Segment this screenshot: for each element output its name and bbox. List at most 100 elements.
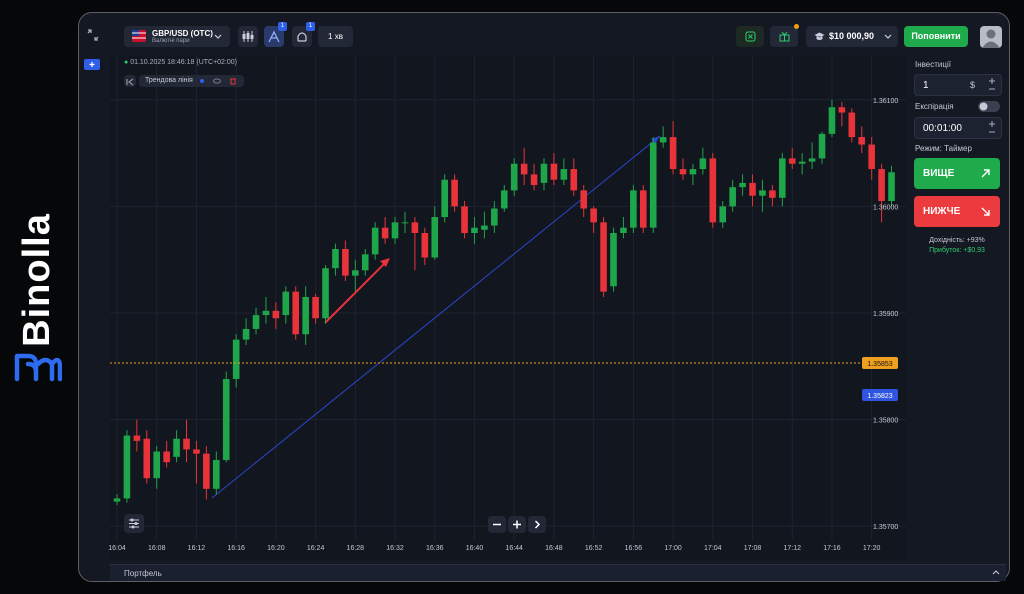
stepper[interactable] [987, 77, 997, 93]
x-tick-label: 16:52 [585, 545, 603, 552]
price-tag-label: 1.35853 [867, 361, 892, 368]
pair-selector[interactable]: GBP/USD (OTC) Валютні пари [124, 26, 230, 47]
candle-body [371, 227, 379, 255]
candle-body [779, 158, 786, 198]
candle-body [510, 163, 518, 191]
chevron-icon [534, 520, 541, 529]
toggle-icon [126, 78, 134, 86]
portfolio-bar[interactable]: Портфель [110, 564, 1006, 581]
up-button[interactable]: ВИЩЕ [914, 158, 1000, 189]
candle-body [123, 435, 131, 499]
scroll-latest[interactable] [528, 516, 546, 533]
x-tick-label: 16:48 [545, 545, 563, 552]
gift-button[interactable] [770, 24, 799, 47]
candle-body [322, 268, 329, 319]
candle-body [312, 296, 319, 319]
trend-line[interactable] [324, 259, 389, 324]
candle-body [788, 158, 796, 164]
balance-selector[interactable]: $10 000,90 [806, 26, 898, 47]
avatar[interactable] [980, 26, 1002, 48]
x-tick-label: 17:04 [704, 545, 722, 552]
drawing-tool-name: Трендова лінія [145, 77, 193, 84]
expand-icon [992, 570, 1000, 575]
candle-body [451, 179, 458, 207]
candle-body [133, 435, 141, 441]
expiration-input[interactable]: 00:01:00 [914, 117, 1002, 139]
chart-settings[interactable] [124, 514, 144, 533]
candle-body [471, 227, 478, 234]
down-button[interactable]: НИЖЧЕ [914, 196, 1000, 227]
settings-icon [129, 518, 139, 529]
x-tick-label: 16:56 [625, 545, 643, 552]
y-tick-label: 1.35700 [873, 524, 898, 531]
candle-body [848, 112, 856, 138]
down-arrow [981, 207, 990, 216]
delete-icon[interactable] [229, 77, 237, 85]
toolbar-toggle[interactable] [124, 75, 136, 87]
candle-body [620, 227, 627, 234]
candle-body [302, 296, 309, 335]
x-tick-label: 16:44 [505, 545, 523, 552]
candle-body [282, 291, 290, 316]
signals-button[interactable] [736, 26, 764, 47]
candle-body [163, 451, 170, 463]
candle-body [739, 182, 746, 188]
candle-body [659, 137, 667, 143]
pair-name: GBP/USD (OTC) [152, 29, 213, 38]
drawings-button[interactable]: 1 [264, 22, 287, 47]
badge: 1 [306, 22, 315, 31]
brand-area: Binolla [0, 180, 76, 400]
investment-label: Інвестиції [915, 60, 951, 69]
color-dot [200, 79, 204, 83]
x-tick-label: 16:12 [188, 545, 206, 552]
x-tick-label: 16:40 [466, 545, 484, 552]
drawing-chip[interactable]: Трендова лінія [139, 75, 244, 87]
candle-body [143, 438, 151, 479]
candle-body [749, 182, 756, 196]
badge: 1 [278, 22, 287, 31]
candle-body [888, 172, 895, 202]
up-arrow [981, 169, 990, 178]
candle-body [431, 217, 439, 258]
avatar-icon [982, 29, 1000, 48]
plus-icon [513, 520, 521, 529]
candle-body [798, 161, 806, 164]
visibility-icon[interactable] [213, 77, 221, 85]
candle-body [352, 270, 359, 276]
candle-body [222, 379, 230, 461]
candle-body [550, 163, 558, 180]
zoom-in[interactable] [508, 516, 526, 533]
candle-body [332, 249, 339, 269]
candle-body [520, 163, 528, 175]
price-tag [862, 357, 898, 370]
candle-body [769, 190, 776, 198]
investment-input[interactable]: 1 $ [914, 74, 1002, 96]
down-label: НИЖЧЕ [923, 206, 961, 217]
price-tag [862, 389, 898, 402]
x-tick-label: 16:24 [307, 545, 325, 552]
expiration-toggle[interactable] [978, 101, 1000, 112]
candle-body [630, 190, 637, 228]
candle-body [381, 227, 389, 239]
candle-body [183, 438, 190, 450]
candle-body [709, 158, 717, 223]
indicators-button[interactable]: 1 [292, 22, 315, 47]
add-chart-button[interactable] [84, 59, 100, 70]
candle-body [828, 107, 836, 134]
timeframe-button[interactable]: 1 хв [318, 26, 353, 47]
deposit-button[interactable]: Поповнити [904, 26, 968, 47]
candle-body [610, 233, 617, 287]
candle-body [491, 208, 498, 226]
y-tick-label: 1.35900 [873, 311, 898, 318]
chart-type-button[interactable] [238, 26, 258, 47]
zoom-out[interactable] [488, 516, 506, 533]
status-dot: ● [124, 59, 129, 66]
candle-body [272, 310, 280, 319]
collapse-icon[interactable] [86, 28, 100, 42]
expiration-value: 00:01:00 [923, 123, 962, 134]
x-tick-label: 16:08 [148, 545, 166, 552]
candle-body [213, 460, 220, 489]
mode: Режим: Таймер [915, 144, 972, 153]
stepper[interactable] [987, 120, 997, 136]
